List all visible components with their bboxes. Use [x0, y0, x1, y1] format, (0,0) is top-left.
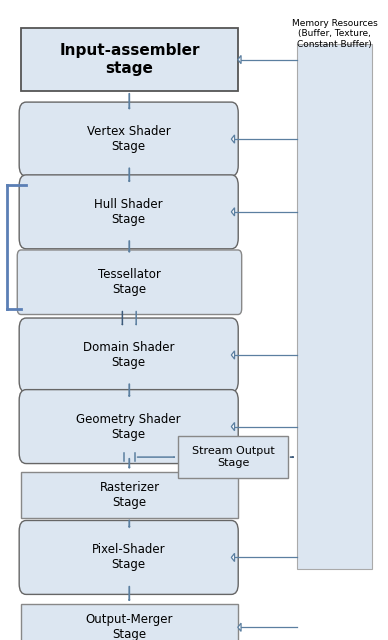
Text: Pixel-Shader
Stage: Pixel-Shader Stage: [92, 543, 166, 572]
Text: Rasterizer
Stage: Rasterizer Stage: [99, 481, 159, 509]
FancyBboxPatch shape: [178, 436, 288, 478]
Text: Vertex Shader
Stage: Vertex Shader Stage: [87, 125, 171, 153]
FancyBboxPatch shape: [21, 604, 238, 640]
Text: Input-assembler
stage: Input-assembler stage: [59, 44, 200, 76]
FancyBboxPatch shape: [19, 102, 238, 176]
Polygon shape: [231, 351, 234, 359]
FancyBboxPatch shape: [17, 250, 242, 314]
FancyBboxPatch shape: [19, 175, 238, 249]
Polygon shape: [231, 554, 234, 561]
FancyBboxPatch shape: [297, 44, 372, 569]
FancyBboxPatch shape: [19, 520, 238, 595]
Text: Tessellator
Stage: Tessellator Stage: [98, 268, 161, 296]
Polygon shape: [231, 208, 234, 216]
FancyBboxPatch shape: [21, 28, 238, 91]
Polygon shape: [231, 135, 234, 143]
FancyBboxPatch shape: [19, 318, 238, 392]
Text: Memory Resources
(Buffer, Texture,
Constant Buffer): Memory Resources (Buffer, Texture, Const…: [292, 19, 378, 49]
Polygon shape: [231, 422, 234, 431]
Polygon shape: [238, 623, 241, 632]
FancyBboxPatch shape: [19, 390, 238, 463]
Text: Geometry Shader
Stage: Geometry Shader Stage: [76, 413, 181, 440]
Text: Hull Shader
Stage: Hull Shader Stage: [94, 198, 163, 226]
Text: Output-Merger
Stage: Output-Merger Stage: [86, 613, 173, 640]
Text: Domain Shader
Stage: Domain Shader Stage: [83, 341, 175, 369]
Text: Stream Output
Stage: Stream Output Stage: [192, 446, 274, 468]
FancyBboxPatch shape: [21, 472, 238, 518]
Polygon shape: [238, 56, 241, 63]
